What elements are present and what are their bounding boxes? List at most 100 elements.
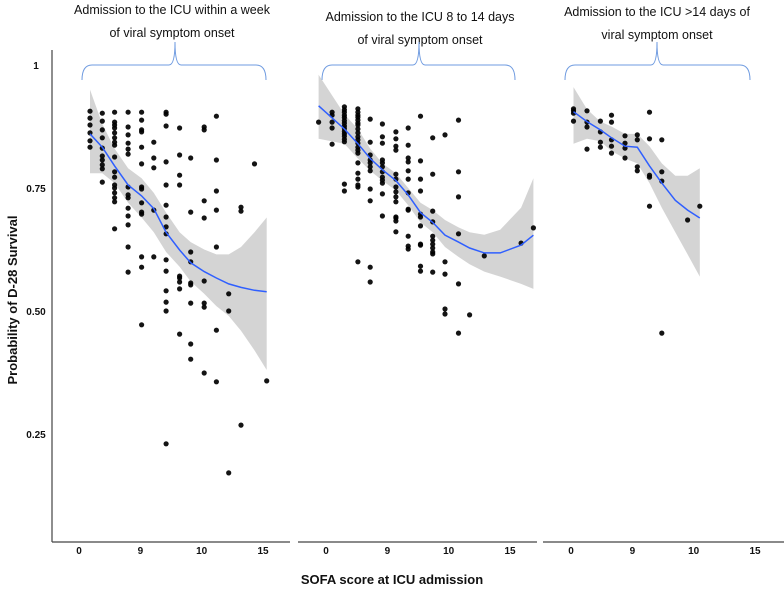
data-point: [87, 130, 93, 136]
data-point: [393, 136, 399, 142]
data-point: [213, 188, 219, 194]
data-point: [112, 174, 118, 180]
data-point: [125, 205, 131, 211]
data-point: [393, 194, 399, 200]
data-point: [251, 161, 258, 167]
data-point: [112, 169, 118, 175]
data-point: [697, 203, 703, 209]
data-point: [213, 379, 219, 385]
data-point: [125, 213, 131, 219]
data-point: [201, 127, 207, 133]
data-point: [634, 132, 640, 138]
data-point: [177, 286, 183, 292]
data-point: [151, 254, 157, 260]
bracket: [321, 41, 516, 81]
data-point: [139, 211, 145, 217]
data-point: [99, 162, 105, 168]
x-tick-label: 9: [385, 546, 391, 557]
data-point: [659, 137, 665, 143]
data-point: [608, 143, 615, 149]
data-point: [163, 159, 169, 165]
data-point: [125, 140, 131, 146]
x-axis-label: SOFA score at ICU admission: [301, 572, 483, 587]
data-point: [367, 279, 373, 285]
data-point: [163, 268, 169, 274]
data-point: [367, 139, 373, 145]
data-point: [634, 168, 640, 174]
data-point: [417, 268, 424, 274]
data-point: [597, 139, 604, 145]
data-point: [226, 308, 232, 314]
data-point: [213, 327, 219, 333]
data-point: [405, 233, 411, 239]
y-tick-label: 0.75: [26, 184, 46, 195]
data-point: [442, 306, 448, 312]
data-point: [597, 118, 604, 124]
data-point: [177, 275, 183, 281]
data-point: [139, 161, 145, 167]
data-point: [442, 271, 448, 277]
data-point: [659, 330, 665, 336]
data-point: [379, 140, 385, 146]
x-tick-label: 15: [257, 546, 269, 557]
data-point: [125, 124, 131, 130]
data-point: [99, 157, 105, 163]
data-point: [87, 144, 93, 150]
data-point: [379, 213, 385, 219]
data-point: [139, 109, 145, 115]
data-point: [367, 160, 373, 166]
data-point: [393, 189, 399, 195]
data-point: [355, 176, 361, 182]
data-point: [622, 133, 628, 139]
data-point: [188, 300, 194, 306]
data-point: [139, 322, 145, 328]
data-point: [264, 378, 270, 384]
data-point: [367, 168, 373, 174]
data-point: [597, 144, 604, 150]
panel-title-line: Admission to the ICU 8 to 14 days: [326, 10, 515, 24]
data-point: [367, 116, 373, 122]
data-point: [405, 207, 411, 213]
data-point: [163, 288, 169, 294]
data-point: [481, 253, 487, 259]
data-point: [188, 209, 194, 215]
data-point: [139, 186, 145, 192]
data-point: [112, 130, 118, 136]
data-point: [99, 166, 105, 172]
data-point: [430, 241, 436, 247]
data-point: [355, 150, 361, 156]
data-point: [646, 109, 653, 115]
data-point: [442, 311, 448, 317]
data-point: [99, 110, 105, 116]
data-point: [112, 185, 118, 191]
data-point: [455, 231, 462, 237]
data-point: [430, 135, 436, 141]
data-point: [367, 198, 373, 204]
data-point: [442, 259, 448, 265]
data-point: [341, 188, 347, 194]
data-point: [139, 144, 145, 150]
x-tick-label: 9: [630, 546, 636, 557]
data-point: [125, 109, 131, 115]
data-point: [226, 291, 232, 297]
data-point: [405, 159, 411, 165]
confidence-band: [318, 74, 534, 289]
data-point: [201, 198, 207, 204]
data-point: [226, 470, 232, 476]
panel-2: Admission to the ICU 8 to 14 days of vira…: [298, 10, 537, 557]
data-point: [125, 195, 131, 201]
data-point: [112, 142, 118, 148]
panel-title-line: Admission to the ICU >14 days of: [564, 5, 750, 19]
data-point: [125, 146, 131, 152]
data-point: [393, 199, 399, 205]
data-point: [646, 203, 653, 209]
data-point: [139, 264, 145, 270]
x-tick-label: 15: [504, 546, 516, 557]
data-point: [177, 279, 183, 285]
data-point: [238, 422, 244, 428]
data-point: [584, 108, 590, 114]
x-tick-label: 9: [138, 546, 144, 557]
data-point: [570, 118, 577, 124]
data-point: [417, 188, 424, 194]
data-point: [87, 122, 93, 128]
